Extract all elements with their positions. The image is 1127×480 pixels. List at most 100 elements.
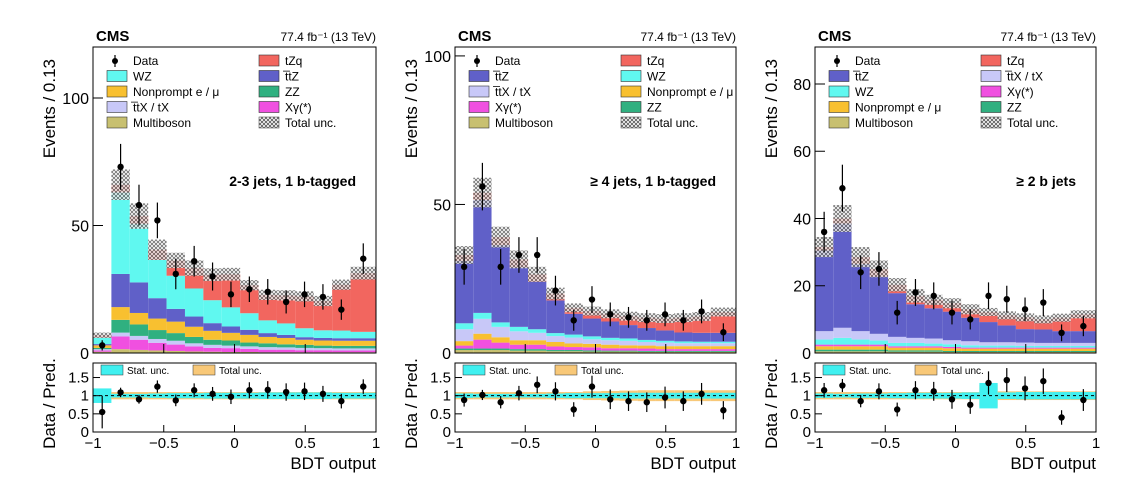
bar-ZZ-3 [509, 349, 529, 351]
ratio-legend-swatch-total [554, 364, 578, 376]
bar-ZZ-13 [692, 350, 711, 352]
bar-WZ-7 [942, 344, 962, 347]
bar-ZZ-11 [295, 344, 314, 348]
bar-Xg-5 [546, 346, 565, 351]
data-point-0 [98, 342, 106, 349]
bar-Xg-3 [509, 344, 529, 350]
bar-WZ-9 [979, 345, 998, 348]
xtick-label-1: −0.5 [510, 435, 540, 452]
ratio-point-6 [930, 388, 937, 395]
bar-ttX-13 [332, 348, 351, 351]
ratio-point-14 [720, 407, 727, 414]
bar-ttZ-3 [869, 276, 889, 334]
bar-Xg-2 [851, 344, 870, 347]
bar-ttX-12 [674, 343, 693, 347]
bar-ZZ-1 [111, 319, 130, 333]
bar-ZZ-10 [637, 350, 656, 352]
data-point-1 [839, 185, 846, 192]
bar-Multiboson-0 [455, 350, 474, 353]
bar-ZZ-7 [942, 350, 962, 352]
unc-band-13 [1052, 313, 1071, 322]
bar-ZZ-9 [619, 350, 638, 352]
bar-ZZ-7 [221, 340, 241, 346]
bar-tZq-12 [1034, 319, 1053, 330]
ratio-stat-band-14 [710, 392, 736, 399]
legend-label-NP: Nonprompt e / μ [647, 85, 733, 99]
bar-WZ-8 [961, 345, 980, 348]
ratio-point-9 [264, 386, 271, 394]
bar-NP-10 [637, 345, 656, 349]
bar-ZZ-13 [332, 345, 351, 349]
bar-ttX-8 [240, 346, 259, 349]
bar-WZ-14 [710, 341, 736, 344]
bar-ZZ-10 [276, 344, 296, 348]
bar-NP-5 [546, 342, 565, 347]
data-point-6 [209, 273, 216, 280]
legend-label-ZZ: ZZ [1007, 101, 1022, 115]
legend: Data tZq WZ t̅tZ Nonprompt e / μ ZZ t̅tX / tX X… [106, 54, 336, 130]
ytick-label-4: 80 [793, 77, 811, 94]
bar-Multiboson-10 [997, 351, 1016, 353]
ytick-label-0: 0 [80, 346, 89, 363]
bar-WZ-5 [184, 288, 204, 317]
unc-band-2 [491, 226, 510, 248]
bar-NP-10 [276, 337, 296, 345]
legend-label-ttZ: t̅tZ [853, 70, 869, 84]
ratio-point-2 [857, 397, 864, 405]
data-point-5 [912, 289, 919, 296]
data-point-4 [533, 251, 541, 259]
bar-ZZ-8 [601, 350, 620, 352]
legend: Data tZq t̅tZ WZ t̅tX / tX Nonprompt e / μ Xγ(… [468, 54, 733, 130]
unc-band-10 [997, 311, 1016, 320]
ratio-ytick-label-0: 0 [443, 424, 451, 441]
bar-Xg-8 [240, 348, 259, 352]
ratio-stat-band-10 [997, 392, 1016, 399]
bar-WZ-13 [1052, 345, 1071, 348]
bar-ttX-1 [833, 327, 852, 338]
bar-NP-12 [313, 340, 333, 346]
legend-swatch-ttZ [258, 70, 280, 82]
bar-Xg-12 [1034, 347, 1053, 349]
data-point-10 [643, 317, 650, 324]
bar-Xg-9 [979, 347, 998, 349]
bar-ttZ-1 [833, 223, 852, 328]
bar-Multiboson-1 [833, 351, 852, 353]
bar-Multiboson-11 [655, 351, 675, 353]
unc-band-4 [888, 278, 907, 292]
ratio-stat-band-6 [564, 393, 583, 399]
ratio-stat-band-9 [979, 382, 998, 409]
legend-label-Xg: Xγ(*) [1007, 85, 1034, 99]
data-point-0 [460, 263, 468, 271]
legend-label-data: Data [133, 54, 159, 68]
unc-band-3 [148, 239, 167, 260]
bar-WZ-6 [564, 334, 583, 338]
xtick-label-3: 0.5 [655, 435, 676, 452]
ytick-label-0: 0 [442, 346, 451, 363]
bar-Multiboson-9 [979, 351, 998, 353]
bar-Xg-10 [637, 348, 656, 351]
bar-ttX-11 [655, 342, 675, 347]
bar-tZq-10 [997, 315, 1016, 326]
legend-swatch-ttZ [468, 70, 490, 82]
bar-WZ-1 [473, 312, 492, 319]
ratio-legend-swatch-stat [822, 364, 846, 376]
data-point-12 [319, 293, 327, 301]
stacked-histogram [93, 169, 376, 353]
ratio-legend-label-total: Total unc. [941, 366, 984, 377]
bar-ttX-10 [637, 342, 656, 346]
bar-ZZ-10 [997, 350, 1016, 352]
data-point-8 [967, 316, 974, 323]
bar-ttX-8 [961, 341, 980, 346]
cms-label: CMS [458, 28, 491, 45]
bar-ttX-3 [869, 333, 889, 341]
legend-swatch-tZq [258, 54, 280, 67]
bar-ZZ-3 [869, 349, 889, 352]
data-point-2 [135, 201, 143, 209]
bar-NP-10 [997, 348, 1016, 351]
bar-ttZ-9 [258, 333, 277, 337]
bar-ZZ-12 [674, 350, 693, 352]
bar-Xg-6 [924, 346, 943, 348]
bar-ttX-4 [166, 340, 185, 345]
legend-data-marker [112, 58, 118, 64]
